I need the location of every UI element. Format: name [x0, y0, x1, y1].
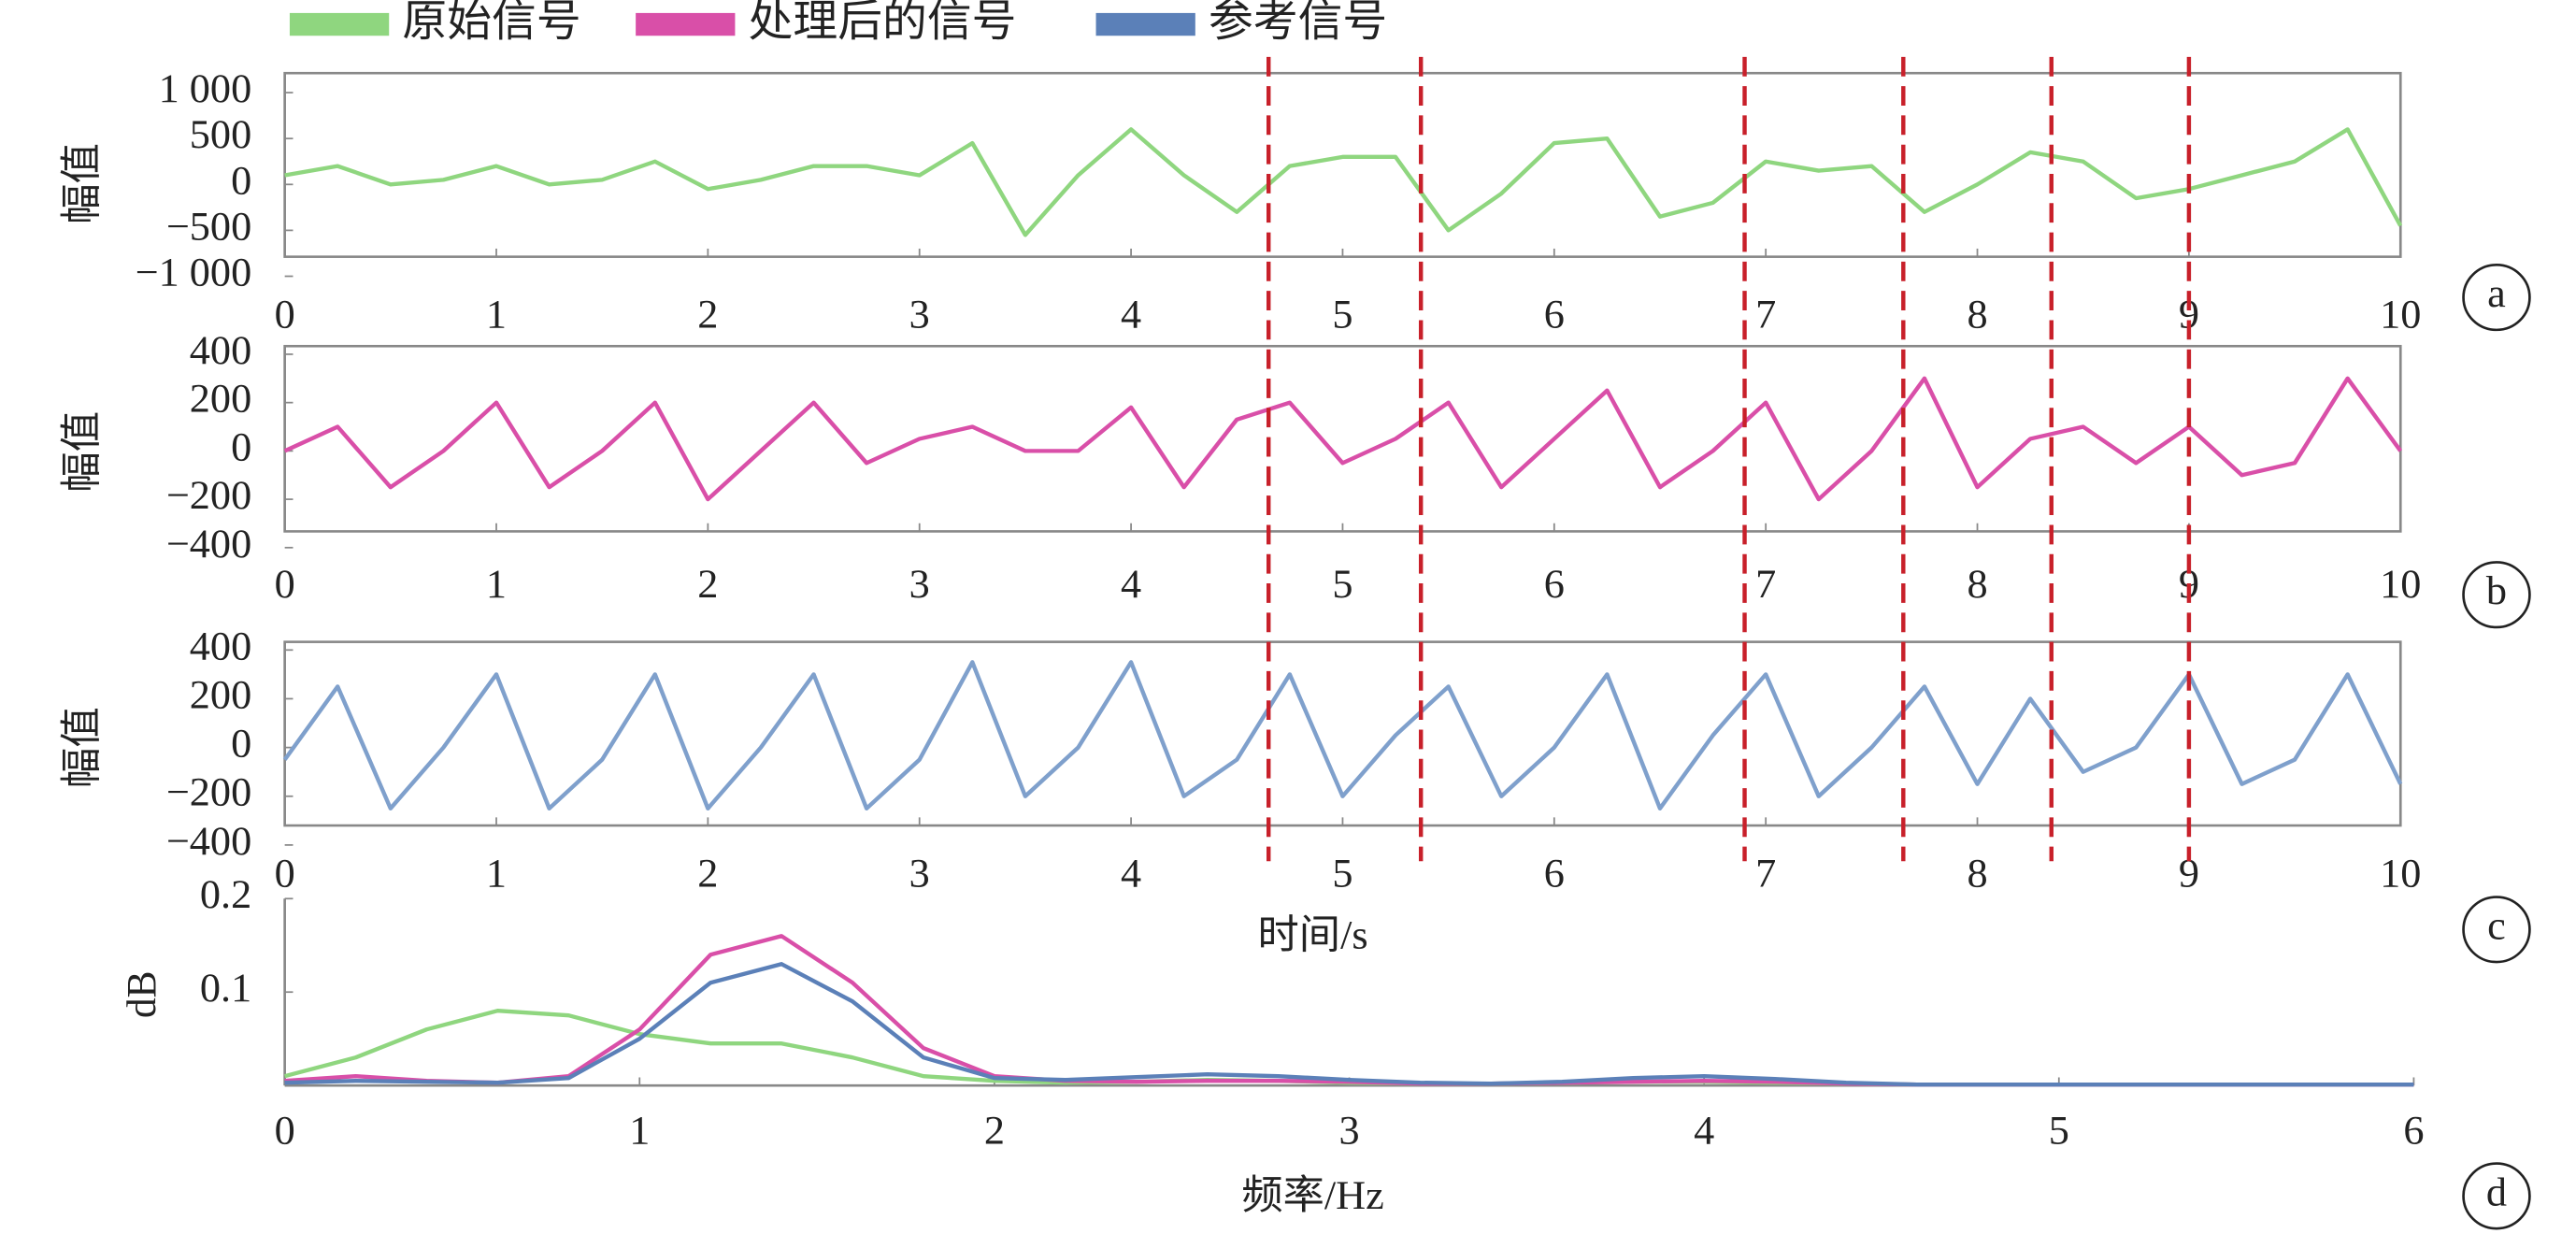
plot-frame [283, 71, 2402, 258]
x-tick-label: 9 [2179, 293, 2199, 337]
legend-label: 原始信号 [402, 0, 580, 46]
y-tick-label: −400 [166, 522, 251, 567]
y-axis-label: 幅值 [60, 143, 105, 224]
x-tick-label: 4 [1121, 563, 1141, 608]
x-tick-label: 6 [1544, 852, 1565, 897]
x-tick-label: 1 [486, 852, 507, 897]
x-tick-label: 2 [697, 293, 718, 337]
panel-badge [2462, 896, 2531, 964]
panel-letter: a [2487, 271, 2506, 316]
y-tick-label: 1 000 [159, 66, 252, 111]
x-tick-label: 7 [1755, 852, 1776, 897]
legend-swatch [636, 12, 736, 36]
panel-badge [2462, 264, 2531, 332]
series-line [284, 934, 2414, 1087]
plot-frame [283, 344, 2402, 533]
x-tick-label: 8 [1967, 852, 1987, 897]
y-tick-label: 0.1 [200, 967, 251, 1011]
y-axis-label: 幅值 [60, 707, 105, 788]
y-tick-label: 400 [190, 624, 251, 669]
series-line [284, 127, 2403, 237]
x-tick-label: 10 [2380, 293, 2421, 337]
x-tick-label: 8 [1967, 293, 1987, 337]
x-tick-label: 4 [1121, 293, 1141, 337]
x-axis-label: 频率/Hz [1241, 1172, 1383, 1218]
x-tick-label: 3 [909, 563, 930, 608]
y-tick-label: 200 [190, 377, 251, 422]
x-axis-label: 时间/s [1258, 913, 1368, 958]
y-tick-label: 0 [231, 425, 251, 470]
x-tick-label: 10 [2380, 852, 2421, 897]
x-tick-label: 2 [984, 1109, 1005, 1154]
x-tick-label: 3 [909, 852, 930, 897]
x-tick-label: 3 [1338, 1109, 1359, 1154]
panel-letter: d [2486, 1170, 2507, 1215]
series-line [284, 1009, 2414, 1087]
series-line [282, 660, 2403, 810]
x-tick-label: 5 [2049, 1109, 2069, 1154]
x-tick-label: 2 [697, 852, 718, 897]
panel-letter: b [2486, 569, 2507, 614]
x-tick-label: 4 [1121, 852, 1141, 897]
x-tick-label: 2 [697, 563, 718, 608]
x-tick-label: 4 [1694, 1109, 1714, 1154]
x-tick-label: 1 [486, 563, 507, 608]
series-line [283, 376, 2403, 502]
x-tick-label: 6 [2403, 1109, 2424, 1154]
panel-letter: c [2487, 904, 2506, 949]
y-tick-label: −400 [166, 819, 251, 864]
x-tick-label: 6 [1544, 293, 1565, 337]
x-tick-label: 1 [486, 293, 507, 337]
y-tick-label: 0 [231, 159, 251, 204]
panel-badge [2462, 1162, 2531, 1230]
x-tick-label: 10 [2380, 563, 2421, 608]
x-tick-label: 7 [1755, 293, 1776, 337]
legend-swatch [1095, 12, 1195, 36]
legend-swatch [289, 12, 390, 36]
x-tick-label: 9 [2179, 852, 2199, 897]
legend-label: 处理后的信号 [749, 0, 1017, 46]
x-tick-label: 5 [1332, 852, 1352, 897]
x-tick-label: 5 [1332, 293, 1352, 337]
y-tick-label: −200 [166, 473, 251, 518]
x-tick-label: 0 [275, 563, 295, 608]
y-tick-label: −500 [166, 205, 251, 250]
x-tick-label: 0 [275, 1109, 295, 1154]
x-tick-label: 0 [275, 293, 295, 337]
y-axis-label: 幅值 [60, 411, 105, 493]
y-tick-label: −1 000 [136, 251, 252, 295]
x-tick-label: 5 [1332, 563, 1352, 608]
y-tick-label: 0.2 [200, 873, 251, 918]
y-tick-label: −200 [166, 770, 251, 815]
y-axis-label: dB [120, 970, 165, 1018]
y-tick-label: 400 [190, 328, 251, 373]
y-tick-label: 0 [231, 722, 251, 767]
legend-label: 参考信号 [1209, 0, 1387, 46]
x-tick-label: 1 [629, 1109, 650, 1154]
x-tick-label: 0 [275, 852, 295, 897]
y-tick-label: 500 [190, 113, 251, 158]
x-tick-label: 6 [1544, 563, 1565, 608]
x-tick-label: 7 [1755, 563, 1776, 608]
panel-badge [2462, 561, 2531, 629]
series-line [284, 962, 2414, 1087]
x-tick-label: 3 [909, 293, 930, 337]
x-tick-label: 8 [1967, 563, 1987, 608]
y-tick-label: 200 [190, 673, 251, 718]
